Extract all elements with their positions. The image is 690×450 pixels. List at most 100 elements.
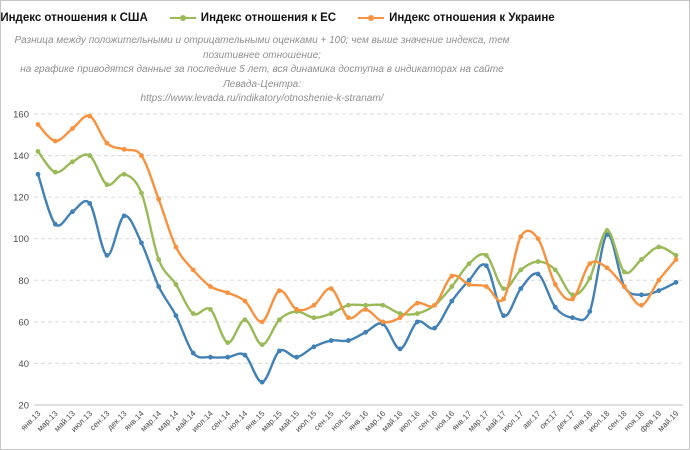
series-point-1 [552, 267, 558, 273]
series-point-1 [139, 190, 144, 196]
series-point-2 [380, 319, 386, 325]
series-point-0 [345, 338, 351, 343]
series-point-2 [535, 236, 541, 242]
series-point-0 [277, 348, 282, 354]
legend-item-2: Индекс отношения к Украине [358, 12, 555, 24]
series-point-1 [173, 282, 179, 287]
series-point-0 [673, 279, 679, 285]
series-point-0 [225, 354, 231, 360]
series-point-1 [35, 149, 41, 154]
series-point-0 [190, 350, 196, 356]
series-point-2 [121, 146, 127, 152]
series-point-2 [483, 284, 489, 289]
series-point-2 [156, 196, 162, 202]
series-point-2 [87, 113, 93, 119]
y-axis-tick-label: 20 [18, 401, 29, 412]
subtitle-line-1: Разница между положительными и отрицател… [14, 35, 510, 61]
series-point-2 [208, 284, 213, 289]
series-line-0 [36, 173, 678, 384]
series-point-0 [311, 344, 317, 350]
series-point-2 [345, 315, 351, 321]
series-point-0 [501, 313, 506, 319]
series-point-2 [518, 234, 524, 240]
series-point-0 [414, 319, 420, 325]
series-point-0 [639, 292, 644, 298]
series-point-1 [52, 169, 58, 175]
series-point-1 [242, 317, 248, 323]
subtitle-line-2: на графике приводятся данные за последни… [20, 64, 504, 90]
series-point-1 [363, 302, 369, 308]
series-point-2 [587, 261, 593, 267]
series-point-0 [363, 329, 369, 335]
legend-label: Индекс отношения к США [0, 12, 148, 24]
series-point-0 [208, 354, 213, 360]
series-point-2 [570, 296, 575, 302]
series-point-0 [121, 213, 127, 219]
series-point-0 [397, 346, 403, 352]
series-point-2 [173, 244, 179, 250]
series-point-0 [52, 221, 58, 227]
chart-legend: Индекс отношения к США Индекс отношения к… [0, 8, 555, 28]
series-point-0 [242, 352, 248, 358]
series-point-1 [518, 267, 524, 273]
series-point-1 [328, 311, 334, 316]
series-point-1 [466, 261, 472, 267]
series-point-2 [397, 315, 403, 321]
series-point-2 [604, 265, 610, 271]
series-point-2 [449, 273, 455, 279]
series-point-1 [449, 284, 455, 289]
legend-series-marker-icon [358, 14, 385, 22]
series-point-1 [121, 171, 127, 177]
y-axis-tick-label: 100 [13, 234, 29, 245]
series-point-1 [311, 315, 317, 321]
series-point-1 [501, 286, 506, 291]
series-point-0 [483, 263, 489, 269]
series-point-0 [259, 379, 265, 385]
series-point-1 [208, 306, 213, 312]
series-point-1 [483, 252, 489, 258]
series-point-1 [345, 302, 351, 308]
legend-item-1: Индекс отношения к ЕС [169, 12, 336, 24]
series-point-0 [328, 338, 334, 343]
series-point-1 [587, 275, 593, 281]
series-point-0 [535, 271, 541, 277]
series-point-0 [87, 200, 93, 206]
series-point-0 [449, 298, 455, 304]
series-point-0 [104, 252, 110, 258]
series-point-2 [363, 306, 369, 312]
series-point-0 [587, 309, 593, 314]
legend-series-marker-icon [169, 14, 196, 22]
series-point-0 [466, 277, 472, 283]
series-point-1 [414, 311, 420, 316]
series-point-2 [52, 138, 58, 144]
series-point-1 [156, 257, 162, 262]
series-point-0 [173, 313, 179, 319]
series-point-1 [397, 311, 403, 316]
series-point-1 [639, 257, 644, 262]
series-point-2 [225, 290, 231, 296]
series-point-2 [294, 306, 300, 312]
series-point-1 [535, 259, 541, 264]
series-point-2 [501, 296, 506, 302]
series-point-0 [294, 354, 300, 360]
y-axis-tick-label: 120 [13, 193, 29, 204]
y-axis-tick-label: 80 [18, 276, 29, 287]
series-point-1 [604, 228, 610, 233]
series-point-1 [70, 159, 75, 165]
series-point-2 [673, 257, 679, 262]
y-axis-tick-label: 140 [13, 151, 29, 162]
series-point-2 [432, 302, 437, 308]
series-point-2 [277, 288, 282, 294]
series-point-2 [621, 284, 627, 289]
y-axis-tick-label: 60 [18, 317, 29, 328]
series-point-2 [139, 153, 144, 158]
series-point-1 [621, 269, 627, 275]
series-point-0 [432, 325, 437, 331]
series-point-2 [104, 140, 110, 146]
series-point-0 [604, 232, 610, 237]
series-point-2 [414, 300, 420, 306]
subtitle-url: https://www.levada.ru/indikatory/otnoshe… [140, 93, 384, 104]
series-point-0 [35, 171, 41, 177]
